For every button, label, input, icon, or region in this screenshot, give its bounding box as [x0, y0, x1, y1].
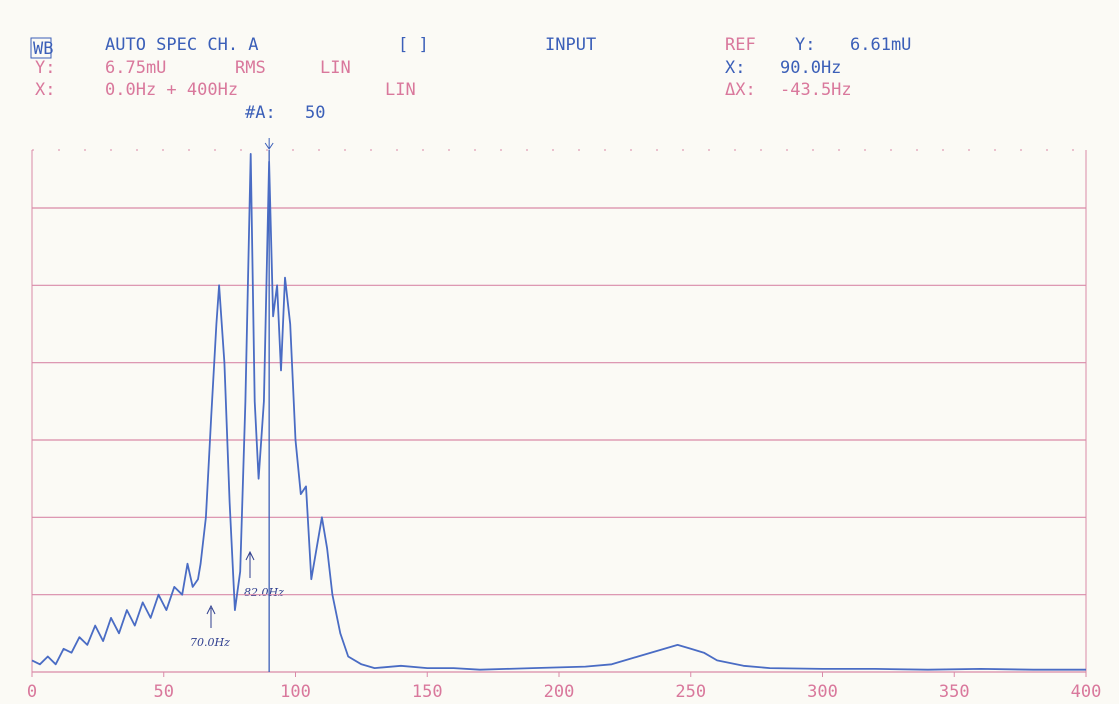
x-tick-label: 400 [1071, 682, 1102, 702]
spectrum-line [31, 153, 1086, 671]
y-detector: RMS [235, 58, 266, 78]
dx-label: ΔX: [725, 80, 756, 100]
x-tick-label: 350 [939, 682, 970, 702]
avg-label: #A: [245, 103, 276, 123]
annotation: 82.0Hz [244, 586, 284, 599]
x-tick-label: 200 [544, 682, 575, 702]
source: INPUT [545, 35, 596, 55]
x-tick-label: 250 [675, 682, 706, 702]
x-tick-label: 50 [154, 682, 174, 702]
y-scale: 6.75mU [105, 58, 166, 78]
dx: -43.5Hz [780, 80, 852, 100]
x-tick-label: 0 [27, 682, 37, 702]
ref: REF [725, 35, 756, 55]
annotation-arrow [206, 604, 216, 628]
x-cursor-label: X: [725, 58, 745, 78]
x-tick-label: 100 [280, 682, 311, 702]
avg: 50 [305, 103, 325, 123]
ref-y-label: Y: [795, 35, 815, 55]
x-label: X: [35, 80, 55, 100]
annotation-arrow [245, 550, 255, 578]
function: AUTO SPEC CH. A [105, 35, 259, 55]
cursor-arrow [264, 138, 274, 150]
x-range: 0.0Hz + 400Hz [105, 80, 238, 100]
bracket: [ ] [398, 35, 429, 55]
y-label: Y: [35, 58, 55, 78]
ref-y: 6.61mU [850, 35, 911, 55]
annotation: 70.0Hz [190, 636, 230, 649]
mode-box [30, 37, 52, 59]
x-tick-label: 150 [412, 682, 443, 702]
x-tick-label: 300 [807, 682, 838, 702]
x-type: LIN [385, 80, 416, 100]
x-cursor: 90.0Hz [780, 58, 841, 78]
mode: WB [33, 39, 53, 59]
y-type: LIN [320, 58, 351, 78]
